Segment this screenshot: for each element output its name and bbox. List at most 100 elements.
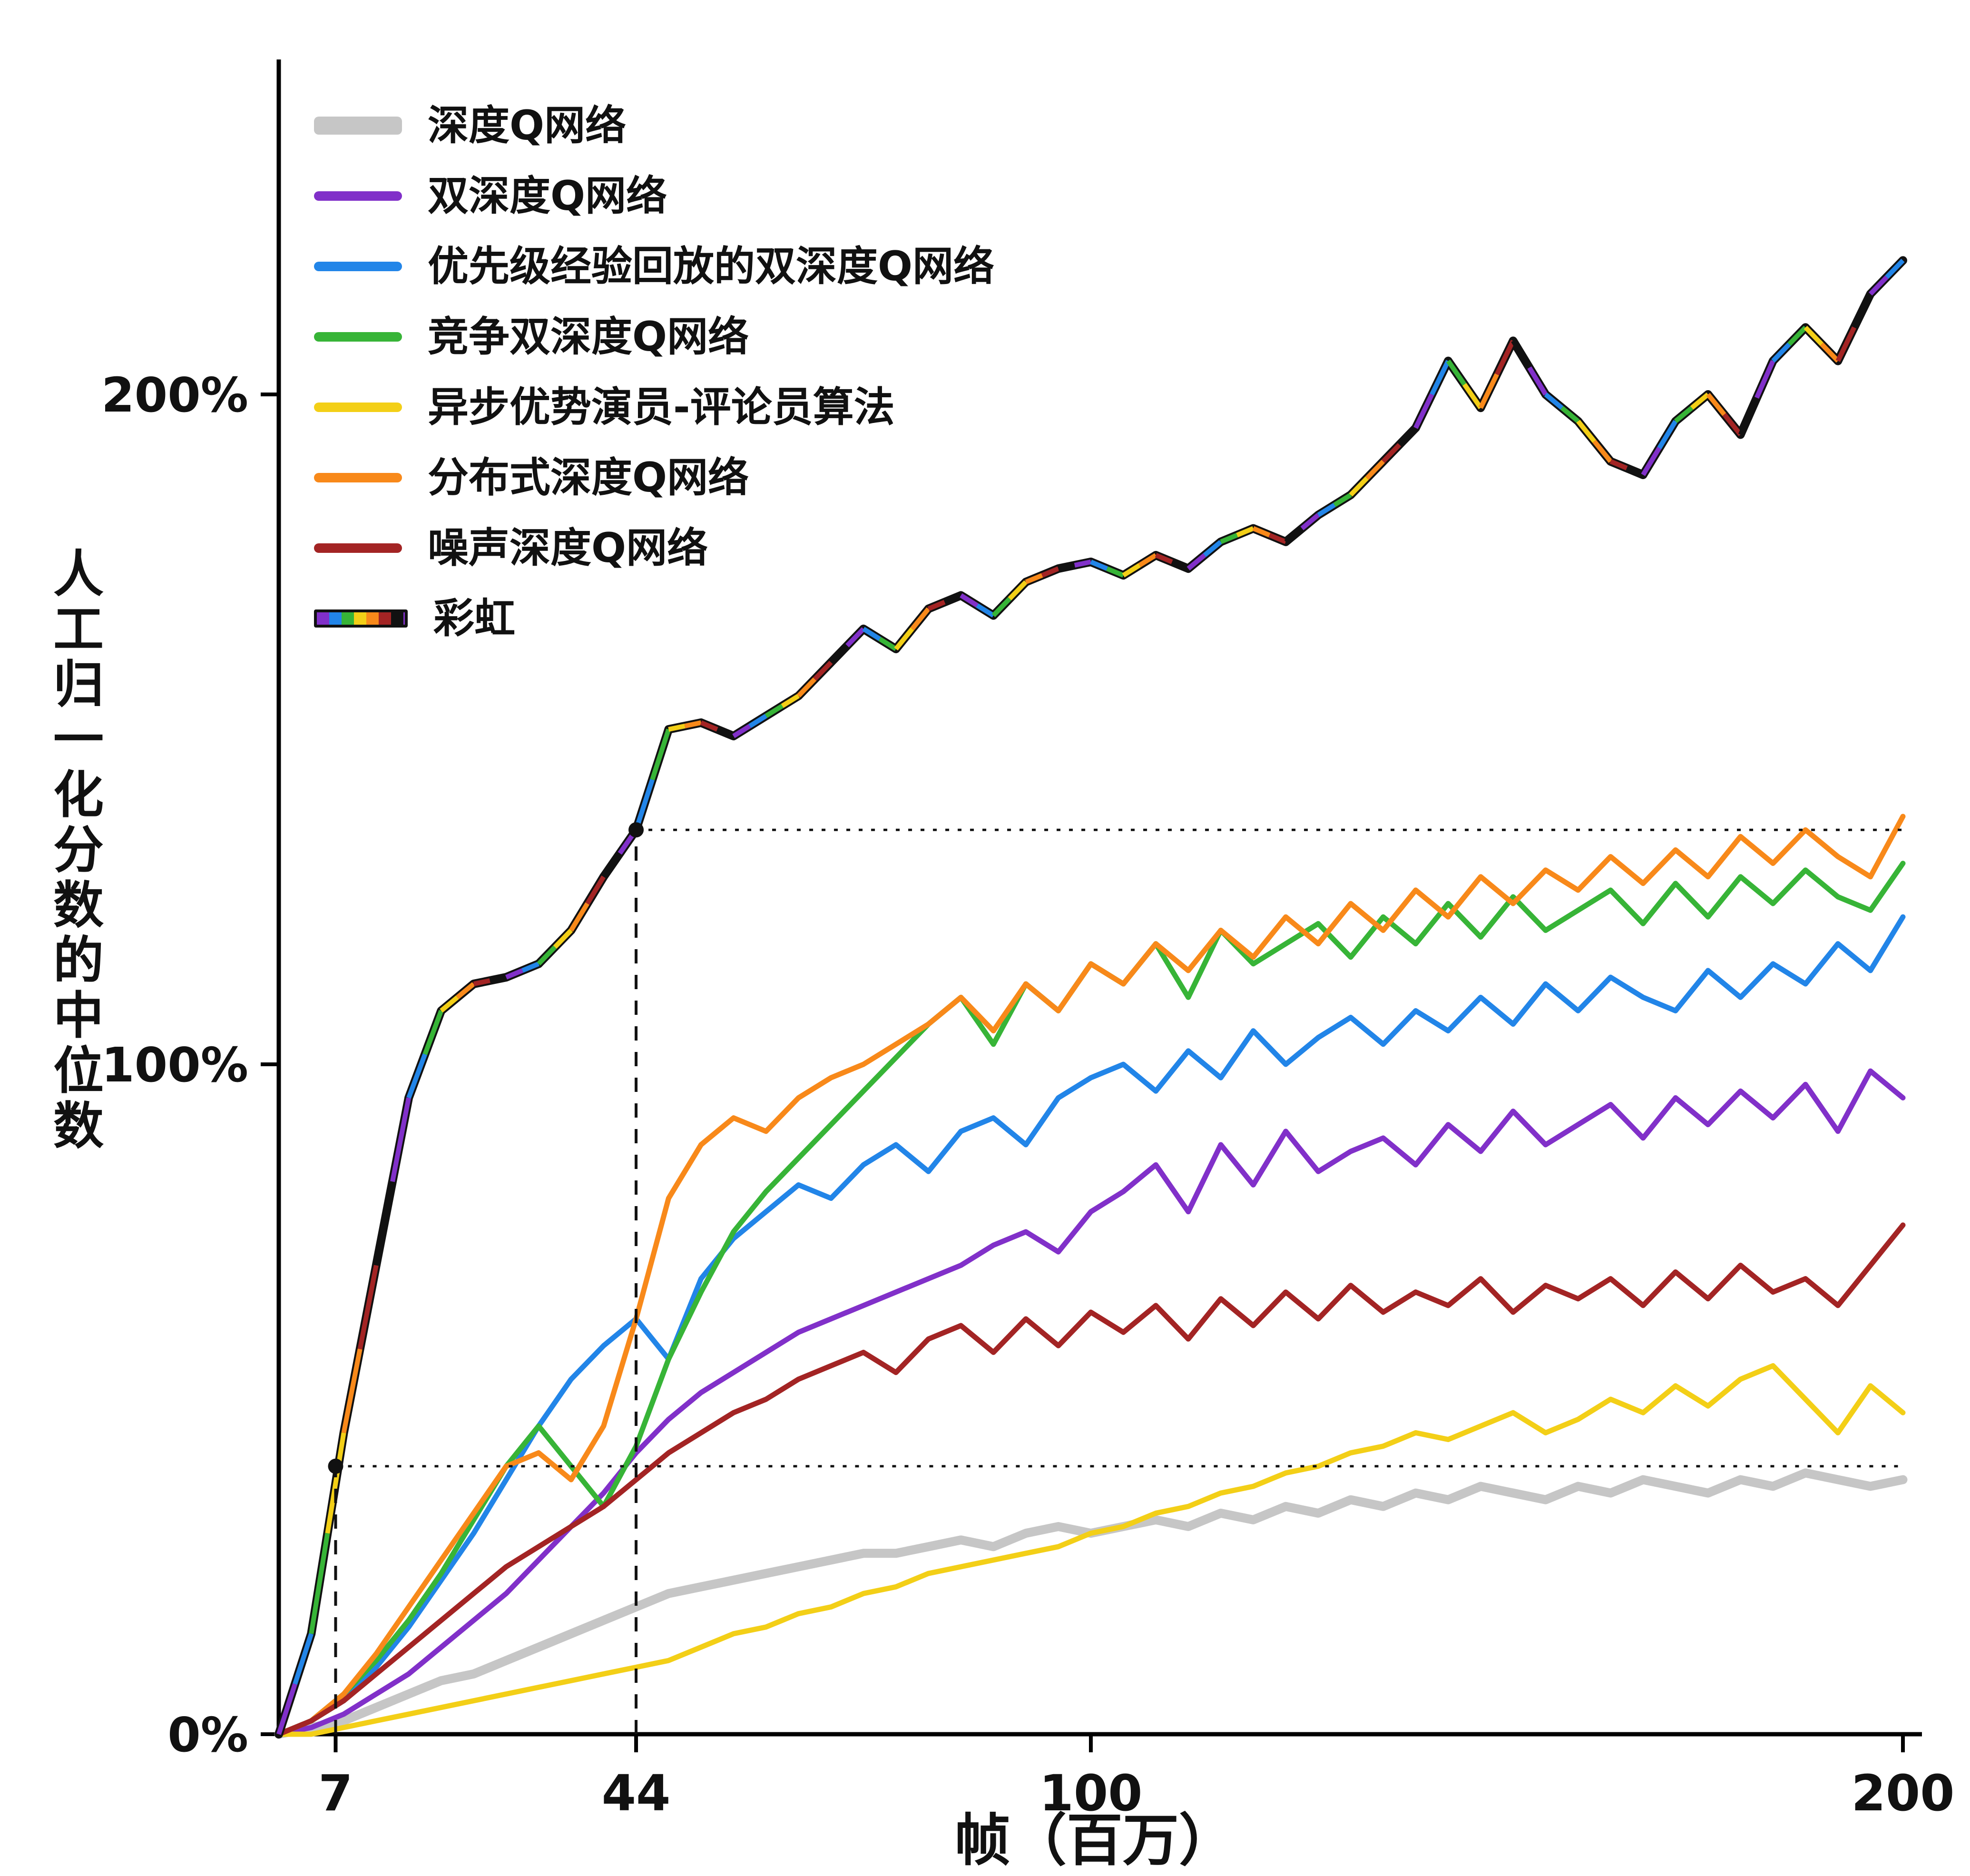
series-line-rainbow-segment — [1349, 476, 1369, 497]
series-line-rainbow-segment — [991, 597, 1011, 618]
legend-item-5: 分布式深度Q网络 — [314, 453, 994, 502]
y-tick-label: 100% — [101, 1037, 248, 1093]
y-tick-label: 0% — [167, 1707, 248, 1763]
series-line-rainbow-segment — [732, 724, 751, 738]
series-line-rainbow-segment — [1413, 393, 1434, 429]
series-line-rainbow-segment — [878, 637, 897, 651]
series-line-rainbow-segment — [813, 660, 833, 681]
series-line-rainbow-segment — [521, 962, 540, 973]
legend-label: 彩虹 — [433, 595, 515, 642]
series-line-rainbow-segment — [1446, 359, 1467, 386]
series-line-rainbow-segment — [601, 852, 622, 878]
series-line-rainbow-segment — [668, 724, 686, 732]
legend-label: 优先级经验回放的双深度Q网络 — [428, 243, 995, 290]
series-line-rainbow-segment — [960, 593, 979, 608]
legend-swatch-rainbow — [314, 609, 408, 628]
series-line-rainbow-segment — [1220, 533, 1238, 544]
series-line-rainbow-segment — [1771, 342, 1791, 363]
series-line-rainbow-segment — [373, 1181, 395, 1266]
series-line-rainbow-segment — [1690, 393, 1710, 410]
legend-item-7: 彩虹 — [314, 594, 994, 643]
series-line-rainbow-segment — [1527, 366, 1548, 396]
series-line-rainbow-segment — [1025, 573, 1043, 584]
legend-label: 深度Q网络 — [428, 102, 627, 149]
series-line-rainbow-segment — [505, 968, 524, 980]
series-line-rainbow-segment — [700, 720, 718, 732]
series-line-rainbow-segment — [357, 1265, 379, 1350]
legend-item-6: 噪声深度Q网络 — [314, 523, 994, 573]
y-axis-title: 人工归一化分数的中位数 — [45, 547, 103, 1154]
series-line-rainbow-segment — [489, 975, 507, 983]
series-line-rainbow-segment — [1787, 325, 1807, 346]
series-line-rainbow-segment — [1754, 360, 1775, 399]
series-line-rainbow-segment — [1381, 443, 1402, 463]
x-tick-label: 44 — [602, 1764, 671, 1822]
series-line-0 — [274, 1468, 1908, 1739]
series-line-rainbow-segment — [862, 627, 881, 641]
legend-label: 噪声深度Q网络 — [428, 524, 708, 572]
series-line-rainbow-segment — [650, 728, 671, 781]
series-line-rainbow-segment — [894, 627, 914, 651]
series-line-rainbow-segment — [1462, 383, 1483, 410]
series-line-rainbow-segment — [1576, 420, 1597, 443]
series-line-rainbow-segment — [1609, 459, 1628, 471]
series-line-rainbow-segment — [1171, 560, 1189, 571]
legend-label: 双深度Q网络 — [428, 172, 667, 220]
series-line-rainbow-segment — [585, 875, 606, 905]
series-line-5 — [276, 814, 1906, 1737]
series-line-rainbow-segment — [473, 978, 490, 986]
legend-label: 异步优势演员-评论员算法 — [428, 383, 895, 431]
legend-label: 分布式深度Q网络 — [428, 454, 749, 501]
series-line-rainbow-segment — [1544, 393, 1564, 410]
series-line-rainbow-segment — [684, 720, 702, 728]
series-line-rainbow-segment — [1626, 466, 1644, 477]
series-line-rainbow-segment — [1674, 406, 1694, 423]
series-line-3 — [276, 861, 1906, 1737]
x-tick-label: 100 — [1039, 1764, 1142, 1822]
x-tick-label: 7 — [318, 1764, 353, 1822]
series-line-6 — [276, 1222, 1906, 1737]
legend-item-4: 异步优势演员-评论员算法 — [314, 383, 994, 432]
series-line-rainbow-segment — [276, 1683, 297, 1735]
series-line-rainbow-segment — [634, 779, 655, 831]
series-line-rainbow-segment — [748, 714, 767, 728]
series-line-rainbow-segment — [553, 928, 573, 949]
series-line-rainbow-segment — [943, 593, 962, 605]
x-tick-label: 200 — [1851, 1764, 1954, 1822]
legend-swatch — [314, 117, 402, 135]
series-line-rainbow-segment — [1284, 526, 1304, 544]
legend-swatch — [314, 191, 402, 201]
series-line-rainbow-segment — [1592, 440, 1613, 463]
legend: 深度Q网络双深度Q网络优先级经验回放的双深度Q网络 竞争双深度Q网络异步优势演员-… — [314, 101, 994, 643]
series-line-rainbow-segment — [440, 995, 459, 1013]
series-line-rainbow-segment — [1706, 393, 1726, 416]
series-line-rainbow-segment — [1835, 326, 1857, 362]
series-line-1 — [276, 1068, 1906, 1737]
series-line-rainbow-segment — [1090, 560, 1108, 571]
series-line-rainbow-segment — [1738, 396, 1759, 436]
series-line-rainbow-segment — [1203, 540, 1223, 557]
series-line-rainbow-segment — [976, 603, 995, 618]
legend-swatch — [314, 262, 402, 271]
series-line-rainbow-segment — [309, 1532, 330, 1634]
series-line-rainbow-segment — [796, 677, 817, 698]
legend-label: 竞争双深度Q网络 — [428, 313, 749, 361]
series-line-rainbow-segment — [716, 727, 735, 738]
series-line-rainbow-segment — [422, 1010, 444, 1055]
series-line-rainbow-segment — [1138, 553, 1157, 568]
y-tick-label: 200% — [101, 367, 248, 423]
series-line-2 — [276, 914, 1906, 1737]
legend-item-2: 优先级经验回放的双深度Q网络 — [314, 242, 994, 291]
series-line-rainbow-segment — [1398, 426, 1418, 447]
series-line-rainbow-segment — [1186, 553, 1206, 570]
series-line-4 — [276, 1363, 1906, 1737]
series-line-rainbow-segment — [1106, 566, 1125, 578]
series-line-rainbow-segment — [569, 902, 589, 932]
series-line-rainbow-segment — [781, 694, 800, 708]
series-line-rainbow-segment — [910, 607, 931, 630]
series-line-rainbow-segment — [406, 1053, 427, 1099]
series-line-rainbow-segment — [1300, 513, 1320, 530]
x-axis-title: 帧（百万） — [954, 1807, 1235, 1873]
series-line-rainbow-segment — [1252, 526, 1271, 538]
